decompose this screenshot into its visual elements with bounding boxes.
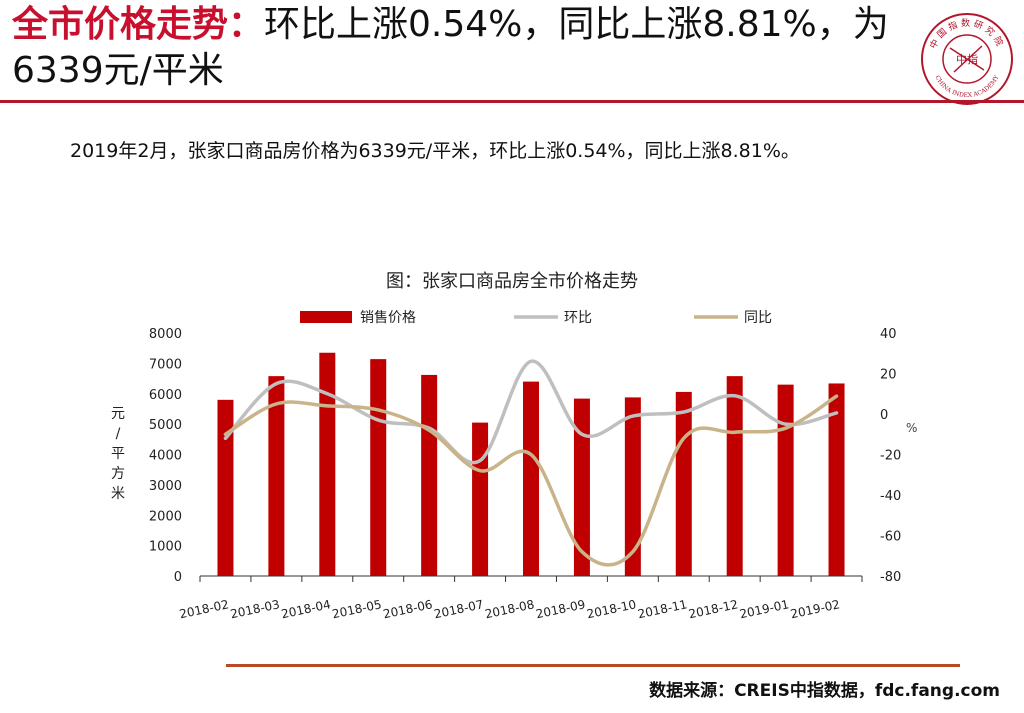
- left-axis-label-char: /: [116, 426, 121, 442]
- left-axis-tick-label: 8000: [149, 327, 182, 342]
- left-axis-label-char: 平: [111, 446, 125, 462]
- right-axis-tick-label: 0: [880, 408, 888, 423]
- chart-legend: 销售价格 环比 同比: [300, 310, 772, 326]
- x-axis-tick-label: 2019-01: [738, 597, 790, 621]
- bar-2018-11: [675, 391, 692, 576]
- legend-label: 销售价格: [360, 310, 416, 326]
- bar-2018-10: [624, 397, 641, 576]
- left-axis-tick-label: 1000: [149, 540, 182, 555]
- headline-rest: 环比上涨0.54%，同比上涨8.81%，为6339元/平米: [12, 4, 889, 91]
- bar-2018-07: [472, 422, 489, 576]
- x-axis-tick-label: 2018-06: [382, 597, 434, 621]
- bar-2018-03: [268, 376, 285, 576]
- bar-series-sales-price: [217, 352, 845, 576]
- x-axis-tick-label: 2019-02: [789, 597, 841, 621]
- logo-center-text: 中指: [956, 52, 978, 66]
- headline-highlight: 全市价格走势：: [12, 4, 265, 45]
- chart-title: 图：张家口商品房全市价格走势: [386, 271, 638, 292]
- left-axis-tick-label: 6000: [149, 388, 182, 403]
- legend-swatch-sales-price: [300, 311, 352, 323]
- summary-text: 2019年2月，张家口商品房价格为6339元/平米，环比上涨0.54%，同比上涨…: [70, 140, 800, 162]
- right-axis-tick-label: 40: [880, 327, 897, 342]
- footer-divider: [226, 664, 960, 667]
- bar-2018-09: [573, 398, 590, 576]
- x-axis-tick-label: 2018-03: [229, 597, 281, 621]
- bar-2018-12: [726, 376, 743, 576]
- bar-2018-08: [523, 381, 539, 576]
- bar-2019-01: [777, 384, 794, 576]
- header-divider: [0, 100, 1024, 103]
- right-axis-label: %: [906, 421, 917, 435]
- bar-2018-05: [370, 359, 387, 576]
- x-axis-tick-label: 2018-12: [687, 597, 739, 621]
- x-axis-tick-label: 2018-08: [484, 597, 536, 621]
- x-axis-tick-label: 2018-07: [433, 597, 485, 621]
- left-axis: 0 1000 2000 3000 4000 5000 6000 7000 8000 元 / 平方米: [111, 327, 182, 585]
- left-axis-tick-label: 0: [174, 570, 182, 585]
- legend-label: 环比: [564, 310, 592, 326]
- left-axis-tick-label: 4000: [149, 449, 182, 464]
- legend-label: 同比: [744, 310, 772, 326]
- left-axis-tick-label: 5000: [149, 418, 182, 433]
- x-axis: 2018-022018-032018-042018-052018-062018-…: [178, 575, 863, 621]
- line-series: [223, 359, 839, 567]
- left-axis-tick-label: 2000: [149, 509, 182, 524]
- x-axis-tick-label: 2018-04: [280, 597, 332, 621]
- right-axis: -80 -60 -40 -20 0 20 40%: [880, 327, 917, 585]
- left-axis-label-char: 米: [111, 486, 125, 502]
- bar-2018-02: [217, 399, 234, 576]
- page-headline: 全市价格走势：环比上涨0.54%，同比上涨8.81%，为6339元/平米: [12, 2, 892, 94]
- right-axis-tick-label: 20: [880, 368, 897, 383]
- right-axis-tick-label: -20: [880, 449, 901, 464]
- x-axis-tick-label: 2018-10: [586, 597, 638, 621]
- x-axis-tick-label: 2018-09: [535, 597, 587, 621]
- left-axis-tick-label: 7000: [149, 357, 182, 372]
- x-axis-tick-label: 2018-02: [178, 597, 230, 621]
- right-axis-tick-label: -40: [880, 489, 901, 504]
- left-axis-label-char: 方: [111, 466, 125, 482]
- right-axis-tick-label: -60: [880, 530, 901, 545]
- china-index-academy-logo: 中国指数研究院 CHINA INDEX ACADEMY 中指: [921, 13, 1013, 105]
- left-axis-tick-label: 3000: [149, 479, 182, 494]
- x-axis-tick-label: 2018-05: [331, 597, 383, 621]
- line-mom: [223, 359, 839, 465]
- data-source-note: 数据来源：CREIS中指数据，fdc.fang.com: [649, 681, 1000, 701]
- bar-2018-06: [421, 374, 438, 576]
- bar-2018-04: [319, 352, 336, 576]
- left-axis-label-char: 元: [111, 406, 125, 422]
- bar-2019-02: [828, 383, 845, 576]
- x-axis-tick-label: 2018-11: [636, 597, 688, 621]
- right-axis-tick-label: -80: [880, 570, 901, 585]
- line-yoy: [223, 394, 839, 567]
